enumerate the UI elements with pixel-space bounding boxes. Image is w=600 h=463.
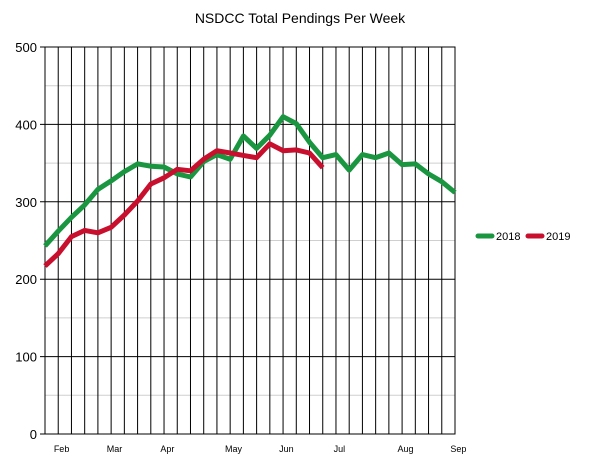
x-tick-label: May [225, 444, 243, 454]
x-tick-label: Aug [397, 444, 413, 454]
x-tick-label: Jul [334, 444, 346, 454]
legend: 2018 2019 [475, 231, 570, 243]
y-tick-label: 300 [15, 195, 37, 210]
plot-frame [44, 46, 456, 435]
y-tick-label: 0 [30, 427, 37, 442]
axes: 0 100 200 300 400 500 Feb Mar Apr May Jun Jul Aug Sep [15, 40, 466, 454]
y-tick-label: 200 [15, 272, 37, 287]
series-line-2019 [43, 141, 325, 268]
series-lines [43, 114, 457, 268]
legend-label: 2019 [546, 231, 570, 243]
chart-title: NSDCC Total Pendings Per Week [195, 10, 406, 26]
x-tick-label: Mar [107, 444, 123, 454]
x-tick-label: Jun [279, 444, 294, 454]
x-tick-label: Feb [54, 444, 70, 454]
x-tick-label: Apr [160, 444, 174, 454]
series-line-2018 [43, 114, 457, 248]
y-tick-label: 400 [15, 117, 37, 132]
grid [40, 46, 456, 435]
y-tick-label: 500 [15, 40, 37, 55]
x-tick-label: Sep [450, 444, 466, 454]
legend-label: 2018 [496, 231, 520, 243]
y-tick-label: 100 [15, 350, 37, 365]
